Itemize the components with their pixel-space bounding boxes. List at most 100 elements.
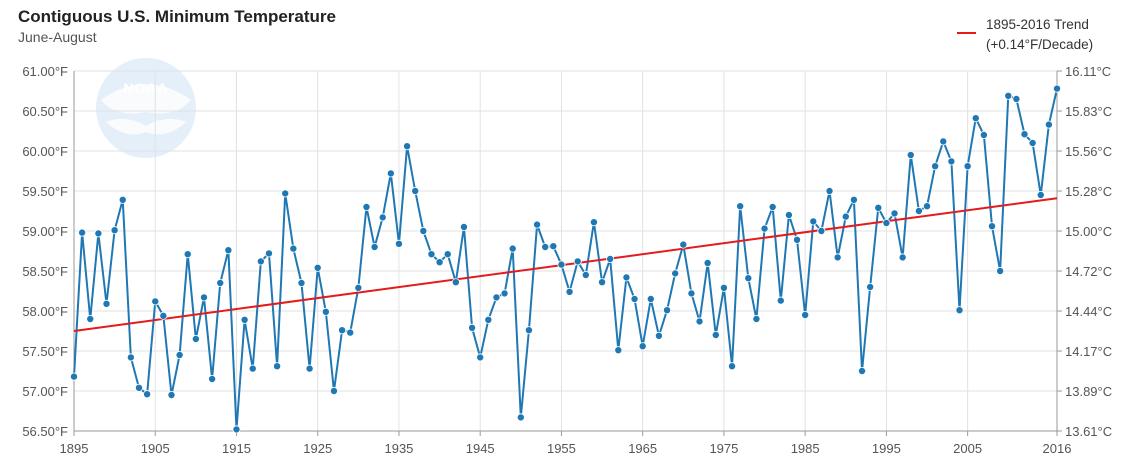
data-point[interactable]: [94, 229, 103, 238]
data-point[interactable]: [614, 346, 623, 355]
data-point[interactable]: [508, 244, 517, 253]
data-point[interactable]: [898, 253, 907, 262]
data-point[interactable]: [882, 218, 891, 227]
data-point[interactable]: [321, 307, 330, 316]
data-point[interactable]: [1053, 84, 1062, 93]
data-point[interactable]: [679, 240, 688, 249]
data-point[interactable]: [370, 242, 379, 251]
data-point[interactable]: [979, 130, 988, 139]
data-point[interactable]: [533, 220, 542, 229]
data-point[interactable]: [354, 283, 363, 292]
data-point[interactable]: [151, 297, 160, 306]
data-point[interactable]: [362, 202, 371, 211]
data-point[interactable]: [346, 328, 355, 337]
data-point[interactable]: [411, 186, 420, 195]
data-point[interactable]: [403, 142, 412, 151]
data-point[interactable]: [175, 350, 184, 359]
data-point[interactable]: [1044, 120, 1053, 129]
data-point[interactable]: [281, 189, 290, 198]
data-point[interactable]: [971, 114, 980, 123]
data-point[interactable]: [443, 250, 452, 259]
data-point[interactable]: [427, 250, 436, 259]
data-point[interactable]: [728, 362, 737, 371]
data-point[interactable]: [996, 266, 1005, 275]
data-point[interactable]: [955, 306, 964, 315]
data-point[interactable]: [825, 186, 834, 195]
data-point[interactable]: [378, 213, 387, 222]
data-point[interactable]: [216, 278, 225, 287]
data-point[interactable]: [784, 210, 793, 219]
data-point[interactable]: [386, 169, 395, 178]
data-point[interactable]: [589, 218, 598, 227]
data-point[interactable]: [581, 270, 590, 279]
data-point[interactable]: [1036, 190, 1045, 199]
data-point[interactable]: [451, 278, 460, 287]
data-point[interactable]: [768, 202, 777, 211]
data-point[interactable]: [939, 137, 948, 146]
data-point[interactable]: [744, 274, 753, 283]
data-point[interactable]: [695, 317, 704, 326]
data-point[interactable]: [313, 263, 322, 272]
data-point[interactable]: [70, 372, 79, 381]
data-point[interactable]: [224, 246, 233, 255]
data-point[interactable]: [208, 374, 217, 383]
data-point[interactable]: [419, 226, 428, 235]
data-point[interactable]: [654, 331, 663, 340]
data-point[interactable]: [549, 242, 558, 251]
data-point[interactable]: [711, 330, 720, 339]
data-point[interactable]: [988, 222, 997, 231]
data-point[interactable]: [874, 203, 883, 212]
legend[interactable]: 1895-2016 Trend (+0.14°F/Decade): [957, 17, 1093, 52]
data-point[interactable]: [256, 257, 265, 266]
data-point[interactable]: [459, 222, 468, 231]
data-point[interactable]: [736, 202, 745, 211]
data-point[interactable]: [1020, 130, 1029, 139]
data-point[interactable]: [199, 293, 208, 302]
data-point[interactable]: [143, 390, 152, 399]
data-point[interactable]: [484, 315, 493, 324]
data-point[interactable]: [134, 383, 143, 392]
data-point[interactable]: [394, 239, 403, 248]
data-point[interactable]: [86, 314, 95, 323]
data-point[interactable]: [167, 390, 176, 399]
data-point[interactable]: [1004, 91, 1013, 100]
data-point[interactable]: [118, 195, 127, 204]
data-point[interactable]: [338, 326, 347, 335]
data-point[interactable]: [110, 226, 119, 235]
data-point[interactable]: [866, 282, 875, 291]
data-point[interactable]: [102, 299, 111, 308]
data-point[interactable]: [923, 202, 932, 211]
data-point[interactable]: [630, 294, 639, 303]
data-point[interactable]: [809, 217, 818, 226]
data-point[interactable]: [963, 162, 972, 171]
data-point[interactable]: [638, 342, 647, 351]
data-point[interactable]: [890, 209, 899, 218]
data-point[interactable]: [598, 278, 607, 287]
data-point[interactable]: [264, 249, 273, 258]
data-point[interactable]: [849, 195, 858, 204]
data-point[interactable]: [541, 242, 550, 251]
data-point[interactable]: [492, 293, 501, 302]
data-point[interactable]: [524, 326, 533, 335]
data-point[interactable]: [273, 362, 282, 371]
data-point[interactable]: [232, 425, 241, 434]
data-point[interactable]: [671, 269, 680, 278]
data-point[interactable]: [297, 278, 306, 287]
data-point[interactable]: [289, 244, 298, 253]
data-point[interactable]: [78, 228, 87, 237]
data-point[interactable]: [833, 253, 842, 262]
data-point[interactable]: [435, 258, 444, 267]
data-point[interactable]: [159, 311, 168, 320]
data-point[interactable]: [914, 206, 923, 215]
data-point[interactable]: [1028, 138, 1037, 147]
data-point[interactable]: [622, 273, 631, 282]
data-point[interactable]: [931, 162, 940, 171]
data-point[interactable]: [500, 289, 509, 298]
data-point[interactable]: [760, 224, 769, 233]
data-point[interactable]: [687, 289, 696, 298]
data-point[interactable]: [183, 250, 192, 259]
data-point[interactable]: [801, 310, 810, 319]
data-point[interactable]: [947, 157, 956, 166]
data-point[interactable]: [906, 150, 915, 159]
data-point[interactable]: [752, 314, 761, 323]
